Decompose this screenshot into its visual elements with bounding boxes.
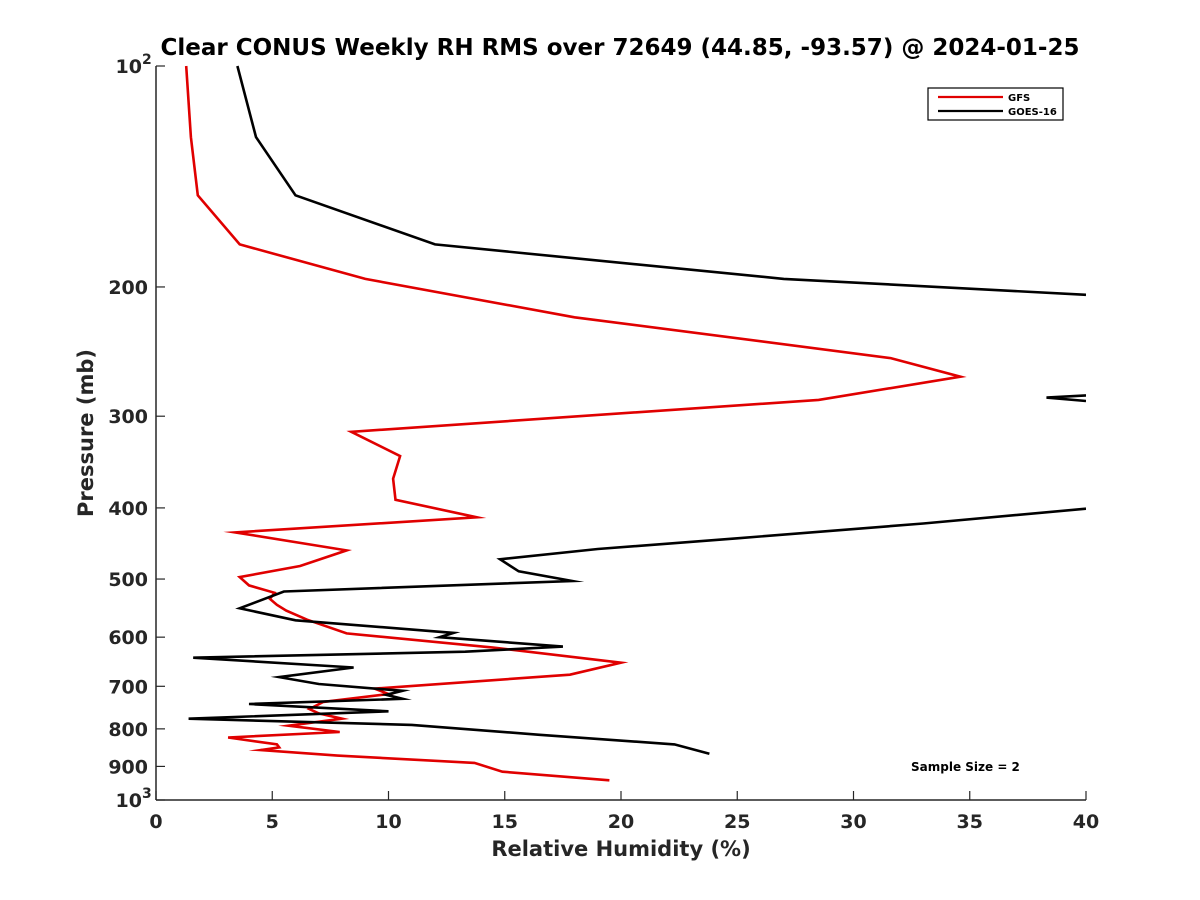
y-tick-label: 200 <box>108 277 148 299</box>
series-layer <box>184 65 1086 782</box>
x-tick-label: 5 <box>266 811 279 833</box>
sample-size-annotation: Sample Size = 2 <box>911 760 1020 774</box>
series-line-goes16-seg2 <box>188 507 1086 756</box>
x-axis-label: Relative Humidity (%) <box>491 837 750 861</box>
y-tick-exponent: 2 <box>142 52 152 68</box>
x-tick-label: 30 <box>840 811 866 833</box>
x-tick-label: 35 <box>957 811 983 833</box>
y-tick-label: 700 <box>108 676 148 698</box>
y-tick-label: 10 <box>116 56 142 78</box>
legend-label-gfs: GFS <box>1008 93 1030 104</box>
x-tick-label: 20 <box>608 811 634 833</box>
y-tick-label: 800 <box>108 719 148 741</box>
y-tick-label: 900 <box>108 756 148 778</box>
series-line-goes16-seg0 <box>236 65 1086 297</box>
y-tick-label: 300 <box>108 406 148 428</box>
x-tick-label: 10 <box>375 811 401 833</box>
y-axis-label: Pressure (mb) <box>74 349 98 517</box>
y-tick-label: 10 <box>116 790 142 812</box>
chart-title: Clear CONUS Weekly RH RMS over 72649 (44… <box>161 35 1080 61</box>
x-tick-label: 40 <box>1073 811 1099 833</box>
x-axis-ticks: 0 5 10 15 20 25 30 35 40 <box>149 791 1099 833</box>
x-tick-label: 15 <box>492 811 518 833</box>
y-tick-label: 400 <box>108 498 148 520</box>
series-line-goes16-seg1 <box>1046 394 1086 403</box>
series-line-gfs <box>184 65 967 782</box>
x-tick-label: 0 <box>149 811 162 833</box>
legend-label-goes16: GOES-16 <box>1008 107 1057 118</box>
y-tick-exponent: 3 <box>142 786 152 802</box>
y-tick-label: 600 <box>108 627 148 649</box>
y-tick-label: 500 <box>108 569 148 591</box>
x-tick-label: 25 <box>724 811 750 833</box>
plot-area <box>156 66 1086 800</box>
legend: GFS GOES-16 <box>927 87 1064 121</box>
legend-box <box>927 87 1064 121</box>
